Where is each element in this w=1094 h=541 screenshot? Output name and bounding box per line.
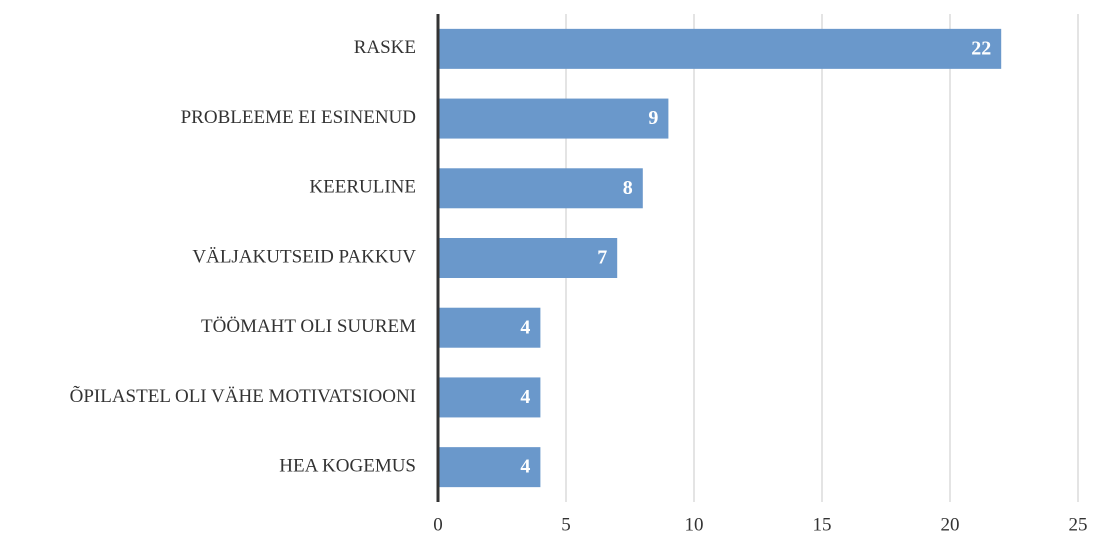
y-tick-label: TÖÖMAHT OLI SUUREM: [201, 316, 416, 337]
bar: [438, 447, 541, 488]
x-tick-label: 10: [685, 514, 704, 535]
x-tick-label: 5: [561, 514, 571, 535]
data-label: 9: [648, 107, 658, 129]
x-tick-label: 15: [813, 514, 832, 535]
data-label: 4: [520, 316, 530, 338]
y-tick-label: KEERULINE: [309, 177, 416, 198]
y-tick-label: RASKE: [354, 37, 416, 58]
x-tick-label: 20: [941, 514, 960, 535]
x-tick-label: 25: [1069, 514, 1088, 535]
y-tick-label: ÕPILASTEL OLI VÄHE MOTIVATSIOONI: [70, 385, 416, 407]
bar: [438, 307, 541, 348]
data-label: 22: [971, 37, 991, 59]
x-tick-label: 0: [433, 514, 443, 535]
data-label: 4: [520, 456, 530, 478]
data-label: 8: [623, 177, 633, 199]
data-label: 4: [520, 386, 530, 408]
y-tick-label: PROBLEEME EI ESINENUD: [181, 107, 416, 128]
bar: [438, 238, 618, 278]
y-tick-label: VÄLJAKUTSEID PAKKUV: [192, 246, 416, 267]
y-tick-label: HEA KOGEMUS: [279, 456, 416, 477]
bar: [438, 168, 643, 209]
bar: [438, 377, 541, 418]
bar: [438, 28, 1002, 69]
bar: [438, 98, 669, 139]
data-label: 7: [597, 247, 607, 269]
